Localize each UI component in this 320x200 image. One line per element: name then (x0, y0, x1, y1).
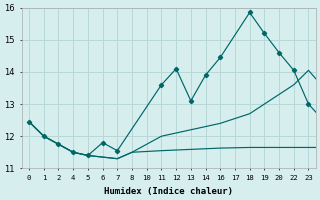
X-axis label: Humidex (Indice chaleur): Humidex (Indice chaleur) (104, 187, 233, 196)
